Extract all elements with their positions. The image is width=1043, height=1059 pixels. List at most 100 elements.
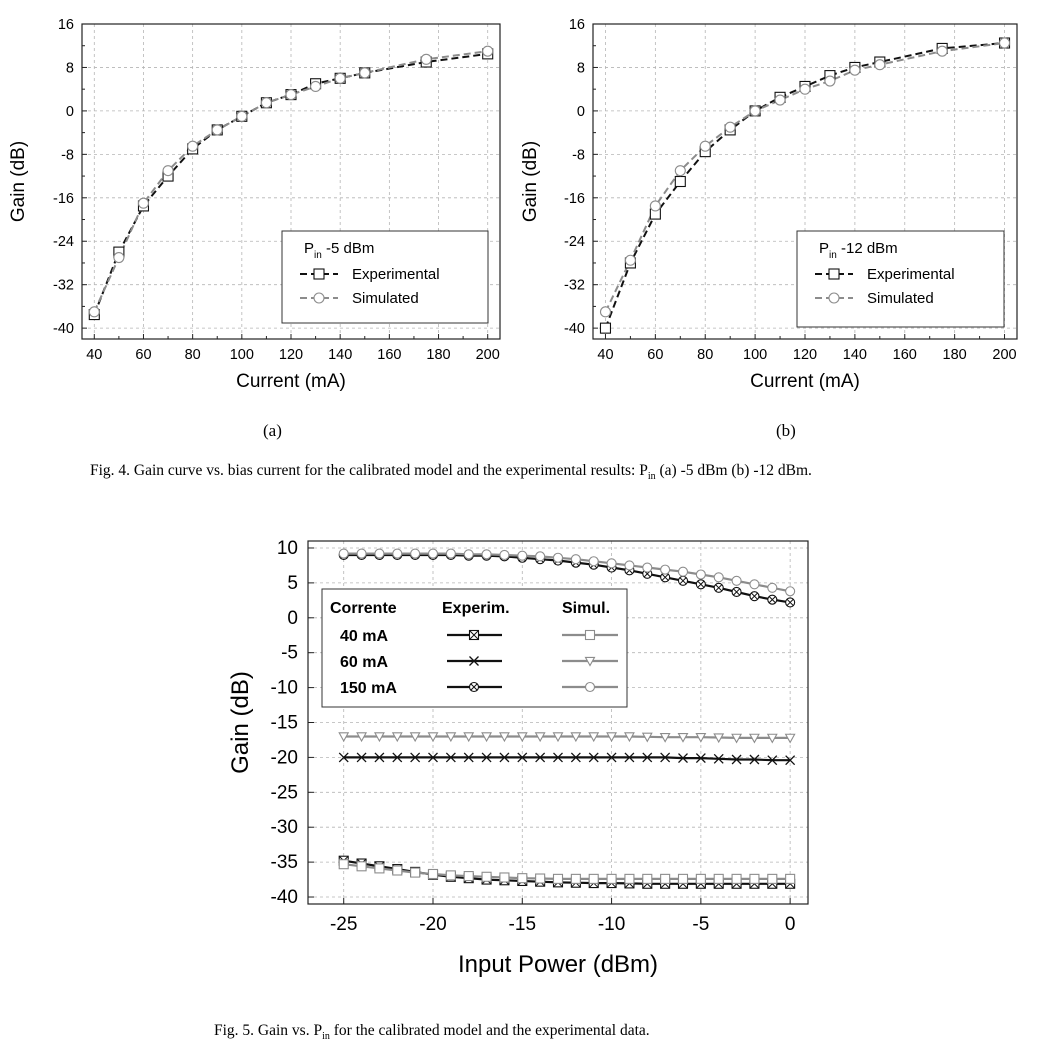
data-point-simulated bbox=[649, 200, 661, 212]
data-point bbox=[427, 548, 439, 559]
data-point bbox=[570, 554, 581, 565]
data-point bbox=[517, 752, 528, 763]
x-tick-label: 100 bbox=[743, 347, 767, 363]
x-tick-label: 60 bbox=[135, 347, 151, 363]
legend-swatch-marker bbox=[584, 629, 596, 641]
data-point bbox=[623, 732, 635, 743]
x-tick-label: 40 bbox=[597, 347, 613, 363]
data-point bbox=[338, 732, 350, 743]
data-point bbox=[481, 752, 492, 763]
data-point bbox=[767, 873, 778, 884]
legend-header: Corrente bbox=[330, 600, 397, 617]
y-tick-label: -32 bbox=[53, 278, 74, 294]
data-point-simulated bbox=[674, 165, 686, 177]
data-point-cross bbox=[733, 588, 741, 596]
data-point bbox=[588, 556, 599, 567]
legend-row-label: 40 mA bbox=[340, 628, 388, 645]
data-point-simulated bbox=[260, 97, 272, 109]
figure4-caption-suffix: (a) -5 dBm (b) -12 dBm. bbox=[655, 462, 812, 479]
x-tick-label: -10 bbox=[598, 914, 625, 935]
data-point bbox=[428, 752, 438, 763]
y-tick-label: -24 bbox=[564, 234, 585, 250]
data-point bbox=[713, 572, 724, 583]
data-point bbox=[392, 865, 403, 876]
y-axis-label: Gain (dB) bbox=[227, 671, 254, 774]
data-point-simulated bbox=[187, 140, 199, 152]
y-tick-label: -40 bbox=[564, 321, 585, 337]
x-tick-label: 140 bbox=[843, 347, 867, 363]
data-point bbox=[517, 550, 528, 561]
y-tick-label: -40 bbox=[271, 887, 298, 908]
data-point bbox=[678, 753, 688, 764]
data-point bbox=[338, 548, 349, 559]
data-point-simulated bbox=[624, 254, 636, 266]
data-point-experimental bbox=[674, 175, 686, 188]
data-point bbox=[498, 732, 510, 743]
data-point bbox=[517, 873, 528, 884]
data-point bbox=[660, 564, 671, 575]
legend-title-main: P bbox=[304, 240, 314, 257]
y-tick-label: -40 bbox=[53, 321, 74, 337]
data-point bbox=[624, 752, 635, 763]
y-tick-label: -32 bbox=[564, 278, 585, 294]
series-line bbox=[343, 735, 791, 740]
x-tick-label: -20 bbox=[419, 914, 446, 935]
data-point bbox=[606, 752, 617, 763]
data-point-simulated bbox=[113, 251, 125, 264]
legend-header: Simul. bbox=[562, 600, 610, 617]
y-tick-label: -8 bbox=[572, 147, 585, 163]
data-point bbox=[516, 732, 528, 743]
data-point-cross bbox=[697, 580, 705, 588]
data-point bbox=[481, 549, 492, 560]
data-point-cross bbox=[768, 596, 776, 604]
data-point-simulated bbox=[137, 197, 150, 209]
data-point bbox=[785, 755, 796, 766]
data-point bbox=[731, 754, 742, 765]
legend-title-main: P bbox=[819, 240, 829, 257]
x-axis-label: Current (mA) bbox=[750, 371, 860, 392]
x-tick-label: 60 bbox=[647, 347, 663, 363]
x-tick-label: 80 bbox=[697, 347, 713, 363]
data-point-cross bbox=[679, 577, 687, 585]
data-point bbox=[749, 754, 760, 765]
legend-entry-label: Experimental bbox=[867, 266, 955, 283]
data-point bbox=[677, 873, 689, 884]
data-point bbox=[588, 732, 600, 743]
chart-fig4b: 40 60 80 100 120 140 160 180 200 -40 -32 -24 -16 -8 0 8… bbox=[520, 17, 1018, 392]
data-point bbox=[373, 732, 385, 743]
data-point-simulated bbox=[482, 45, 494, 57]
y-tick-label: -8 bbox=[61, 147, 74, 163]
data-point bbox=[785, 586, 796, 597]
legend-swatch-marker bbox=[584, 656, 596, 667]
legend-swatch-marker bbox=[313, 292, 325, 304]
data-point bbox=[356, 861, 367, 872]
data-point bbox=[534, 732, 546, 743]
chart-fig4a: 40 60 80 100 120 140 160 180 200 -40 -32 -24 -16 -8 0 8… bbox=[8, 17, 501, 392]
y-tick-label: -15 bbox=[271, 713, 298, 734]
data-point bbox=[427, 868, 439, 880]
y-tick-label: -25 bbox=[271, 782, 298, 803]
data-point bbox=[570, 732, 582, 743]
y-tick-label: 16 bbox=[58, 17, 74, 33]
x-tick-label: 160 bbox=[377, 347, 401, 363]
data-point bbox=[713, 873, 724, 884]
data-point bbox=[445, 548, 456, 559]
x-tick-label: 140 bbox=[328, 347, 352, 363]
data-point bbox=[463, 549, 474, 560]
data-point bbox=[374, 548, 385, 559]
y-tick-label: -35 bbox=[271, 852, 298, 873]
data-point bbox=[356, 752, 367, 763]
data-point-simulated bbox=[285, 89, 297, 101]
legend-entry-label: Simulated bbox=[352, 290, 419, 307]
data-point bbox=[445, 870, 456, 881]
data-point bbox=[392, 752, 403, 763]
data-point-cross bbox=[750, 592, 758, 600]
data-point bbox=[445, 732, 457, 743]
legend-title-rest: -12 dBm bbox=[837, 240, 898, 257]
x-tick-label: -25 bbox=[330, 914, 357, 935]
data-point bbox=[535, 752, 546, 763]
data-point bbox=[499, 549, 510, 561]
data-point-cross bbox=[715, 584, 723, 592]
data-point bbox=[695, 733, 707, 743]
y-tick-label: -24 bbox=[53, 234, 74, 250]
